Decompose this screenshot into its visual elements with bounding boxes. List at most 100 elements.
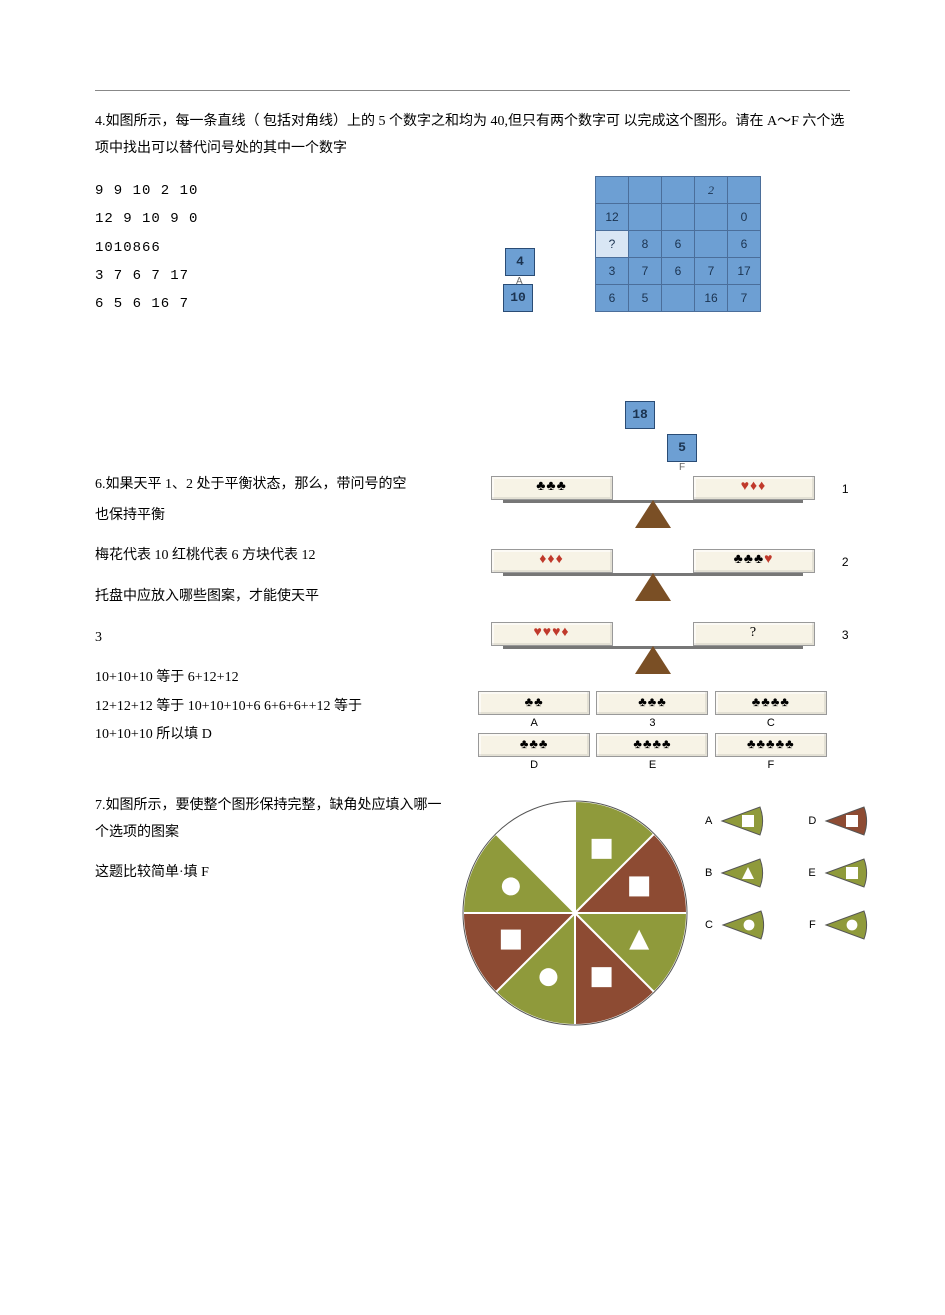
shape-icon xyxy=(629,877,649,897)
q4-title: 4.如图所示，每一条直线（ 包括对角线）上的 5 个数字之和均为 40,但只有两… xyxy=(95,109,850,162)
q6-option-label: 3 xyxy=(596,717,708,729)
q4-grid-cell: 5 xyxy=(629,285,662,312)
balance-tray-right: ♥♦♦ xyxy=(693,476,815,500)
q6-line2: 托盘中应放入哪些图案，才能使天平 xyxy=(95,584,455,611)
shape-icon xyxy=(846,867,858,879)
q7-option-row: BE xyxy=(705,855,868,891)
q4-grid-cell xyxy=(662,285,695,312)
q7-option: D xyxy=(808,803,868,839)
balance-tray-left: ♦♦♦ xyxy=(491,549,613,573)
q7-option-label: E xyxy=(808,867,815,879)
q4-grid-cell xyxy=(695,204,728,231)
balance: ♦♦♦♣♣♣♥2 xyxy=(473,545,833,610)
q4-grid-cell: 8 xyxy=(629,231,662,258)
q4-nums-2: 1010866 xyxy=(95,236,455,261)
q7-options: ADBECF xyxy=(705,803,868,959)
q4-nums-1: 12 9 10 9 0 xyxy=(95,207,455,232)
q4-grid-cell: 7 xyxy=(728,285,761,312)
balance-tray-left: ♣♣♣ xyxy=(491,476,613,500)
q4-grid-cell xyxy=(695,231,728,258)
q4-grid-cell: 6 xyxy=(728,231,761,258)
shape-icon xyxy=(501,930,521,950)
q7-option-label: C xyxy=(705,919,713,931)
top-rule xyxy=(95,90,850,91)
q6-option-label: F xyxy=(715,759,827,771)
q4-grid-cell: 12 xyxy=(596,204,629,231)
q6-option-tray: ♣♣♣ xyxy=(596,691,708,715)
q7-answer: 这题比较简单·填 F xyxy=(95,860,455,887)
q4-grid-cell xyxy=(662,204,695,231)
shape-icon xyxy=(846,920,857,931)
balance-pivot xyxy=(635,573,671,601)
balance-tray-left: ♥♥♥♦ xyxy=(491,622,613,646)
q7-option-wedge xyxy=(822,803,868,839)
q4-figure: 4 A 10 2120?86637671765167 18 5 F xyxy=(455,176,850,466)
q6-option-tray: ♣♣♣♣♣ xyxy=(715,733,827,757)
q7-figure: ADBECF xyxy=(455,793,855,1038)
q7-option-wedge xyxy=(718,803,764,839)
balance: ♣♣♣♥♦♦1 xyxy=(473,472,833,537)
q7-option-row: CF xyxy=(705,907,868,943)
q7-option-label: D xyxy=(808,815,816,827)
q4-option-b-box: 10 xyxy=(503,284,533,312)
q6-left: 6.如果天平 1、2 处于平衡状态，那么，带问号的空 也保持平衡 梅花代表 10… xyxy=(95,472,455,763)
q7-option-label: B xyxy=(705,867,712,879)
q7-option-wedge xyxy=(822,907,868,943)
q7-pie-svg xyxy=(455,793,695,1033)
q6-calc-2: 10+10+10 所以填 D xyxy=(95,722,455,749)
balance-number: 1 xyxy=(842,482,849,496)
q4-left-numbers: 9 9 10 2 10 12 9 10 9 0 1010866 3 7 6 7 … xyxy=(95,176,455,320)
q6-options-row-2: ♣♣♣D♣♣♣♣E♣♣♣♣♣F xyxy=(475,733,830,771)
q4-nums-4: 6 5 6 16 7 xyxy=(95,292,455,317)
balance-pivot xyxy=(635,646,671,674)
q7-option-row: AD xyxy=(705,803,868,839)
shape-icon xyxy=(539,968,557,986)
q6-option-tray: ♣♣♣♣ xyxy=(596,733,708,757)
q6-options-row-1: ♣♣A♣♣♣3♣♣♣♣C xyxy=(475,691,830,729)
q6-title-2: 也保持平衡 xyxy=(95,503,455,530)
q6-title-1: 6.如果天平 1、2 处于平衡状态，那么，带问号的空 xyxy=(95,472,455,499)
q6-option-tray: ♣♣ xyxy=(478,691,590,715)
q4-grid-cell xyxy=(596,177,629,204)
q4-option-c-box: 18 xyxy=(625,401,655,429)
q6-option: ♣♣♣♣♣ F xyxy=(715,733,827,771)
q4-grid: 2120?86637671765167 xyxy=(595,176,761,312)
balance-number: 2 xyxy=(842,555,849,569)
q7-right: ADBECF xyxy=(455,793,855,1038)
q7-option-wedge xyxy=(719,907,765,943)
q4-grid-cell xyxy=(662,177,695,204)
q4-row: 9 9 10 2 10 12 9 10 9 0 1010866 3 7 6 7 … xyxy=(95,176,850,466)
q7-option: B xyxy=(705,855,764,891)
q4-option-d-box: 5 xyxy=(667,434,697,462)
q6-line1: 梅花代表 10 红桃代表 6 方块代表 12 xyxy=(95,543,455,570)
shape-icon xyxy=(846,815,858,827)
q4-grid-cell xyxy=(629,204,662,231)
q6-line3: 3 xyxy=(95,625,455,652)
shape-icon xyxy=(744,920,755,931)
q4-grid-cell: 6 xyxy=(662,231,695,258)
q4-grid-cell: 17 xyxy=(728,258,761,285)
q4-grid-cell xyxy=(728,177,761,204)
q4-grid-cell: ? xyxy=(596,231,629,258)
q4-grid-cell: 6 xyxy=(596,285,629,312)
balance-tray-right: ? xyxy=(693,622,815,646)
q6-option-label: E xyxy=(596,759,708,771)
q6-balances: ♣♣♣ ♥♦♦ 1 ♦♦♦♣♣♣♥2 ♥♥♥♦?3 xyxy=(455,472,850,683)
page: 4.如图所示，每一条直线（ 包括对角线）上的 5 个数字之和均为 40,但只有两… xyxy=(0,0,945,1078)
q4-grid-cell: 6 xyxy=(662,258,695,285)
balance-pivot xyxy=(635,500,671,528)
q6-right: ♣♣♣♥♦♦1♦♦♦♣♣♣♥2♥♥♥♦?3 ♣♣A♣♣♣3♣♣♣♣C ♣♣♣D♣… xyxy=(455,472,850,775)
q7-option: A xyxy=(705,803,764,839)
q7-option: F xyxy=(809,907,868,943)
q4-option-a-box: 4 xyxy=(505,248,535,276)
q4-grid-cell: 3 xyxy=(596,258,629,285)
q6-option-tray: ♣♣♣♣ xyxy=(715,691,827,715)
q7-title: 7.如图所示，要使整个图形保持完整，缺角处应填入哪一个选项的图案 xyxy=(95,793,455,846)
balance: ♥♥♥♦?3 xyxy=(473,618,833,683)
q6-option-label: C xyxy=(715,717,827,729)
q6-calc-0: 10+10+10 等于 6+12+12 xyxy=(95,665,455,692)
q4-grid-cell: 0 xyxy=(728,204,761,231)
q6-row: 6.如果天平 1、2 处于平衡状态，那么，带问号的空 也保持平衡 梅花代表 10… xyxy=(95,472,850,775)
shape-icon xyxy=(592,967,612,987)
q4-right: 4 A 10 2120?86637671765167 18 5 F xyxy=(455,176,850,466)
